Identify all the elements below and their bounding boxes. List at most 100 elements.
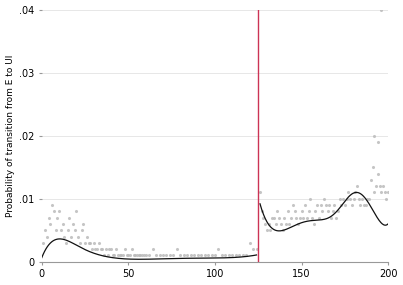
- Point: [286, 222, 293, 226]
- Point: [167, 253, 173, 258]
- Point: [191, 253, 197, 258]
- Point: [83, 234, 90, 239]
- Point: [326, 203, 332, 207]
- Point: [44, 234, 50, 239]
- Point: [222, 253, 229, 258]
- Point: [303, 215, 310, 220]
- Point: [258, 209, 265, 214]
- Point: [202, 253, 208, 258]
- Point: [66, 215, 73, 220]
- Point: [110, 253, 116, 258]
- Point: [340, 196, 347, 201]
- Point: [120, 253, 127, 258]
- Point: [345, 190, 351, 195]
- Point: [262, 222, 268, 226]
- Point: [118, 253, 125, 258]
- Point: [316, 215, 322, 220]
- Point: [267, 228, 274, 233]
- Point: [274, 209, 280, 214]
- Point: [187, 253, 194, 258]
- Point: [362, 203, 369, 207]
- Point: [373, 184, 379, 188]
- Point: [288, 215, 295, 220]
- Point: [106, 247, 112, 251]
- Point: [132, 253, 139, 258]
- Point: [297, 215, 303, 220]
- Point: [61, 234, 67, 239]
- Point: [122, 247, 128, 251]
- Point: [96, 241, 102, 245]
- Point: [243, 253, 249, 258]
- Point: [113, 247, 119, 251]
- Point: [385, 190, 391, 195]
- Point: [359, 196, 366, 201]
- Point: [42, 228, 48, 233]
- Point: [366, 196, 372, 201]
- Point: [78, 228, 85, 233]
- Point: [376, 184, 383, 188]
- Point: [142, 253, 149, 258]
- Point: [71, 228, 78, 233]
- Point: [52, 228, 59, 233]
- Point: [264, 228, 270, 233]
- Point: [141, 253, 147, 258]
- Point: [383, 196, 390, 201]
- Point: [331, 203, 338, 207]
- Point: [321, 196, 327, 201]
- Point: [378, 190, 384, 195]
- Point: [94, 247, 100, 251]
- Point: [382, 190, 388, 195]
- Point: [58, 228, 64, 233]
- Point: [269, 215, 275, 220]
- Point: [246, 241, 253, 245]
- Point: [318, 203, 324, 207]
- Point: [134, 253, 140, 258]
- Point: [56, 209, 62, 214]
- Point: [64, 228, 71, 233]
- Point: [194, 253, 201, 258]
- Point: [355, 196, 362, 201]
- Point: [46, 215, 52, 220]
- Point: [370, 165, 376, 170]
- Point: [302, 203, 308, 207]
- Point: [266, 222, 272, 226]
- Point: [198, 253, 204, 258]
- Point: [312, 209, 319, 214]
- Point: [125, 253, 131, 258]
- Point: [156, 253, 163, 258]
- Point: [309, 215, 315, 220]
- Point: [310, 222, 317, 226]
- Point: [354, 184, 360, 188]
- Point: [108, 247, 114, 251]
- Point: [208, 253, 215, 258]
- Point: [116, 253, 123, 258]
- Point: [371, 133, 378, 138]
- Point: [305, 209, 312, 214]
- Point: [229, 253, 235, 258]
- Point: [82, 241, 88, 245]
- Point: [80, 222, 87, 226]
- Point: [127, 253, 133, 258]
- Point: [70, 222, 76, 226]
- Point: [307, 196, 314, 201]
- Point: [338, 203, 345, 207]
- Point: [115, 253, 121, 258]
- Point: [378, 7, 384, 12]
- Point: [371, 190, 378, 195]
- Point: [129, 247, 135, 251]
- Point: [285, 209, 291, 214]
- Point: [276, 215, 282, 220]
- Point: [279, 228, 286, 233]
- Point: [239, 253, 246, 258]
- Point: [89, 247, 95, 251]
- Point: [47, 222, 54, 226]
- Point: [337, 196, 343, 201]
- Point: [170, 253, 177, 258]
- Point: [146, 253, 152, 258]
- Point: [349, 203, 355, 207]
- Point: [300, 215, 307, 220]
- Point: [139, 253, 145, 258]
- Point: [215, 247, 222, 251]
- Point: [290, 203, 296, 207]
- Point: [219, 253, 225, 258]
